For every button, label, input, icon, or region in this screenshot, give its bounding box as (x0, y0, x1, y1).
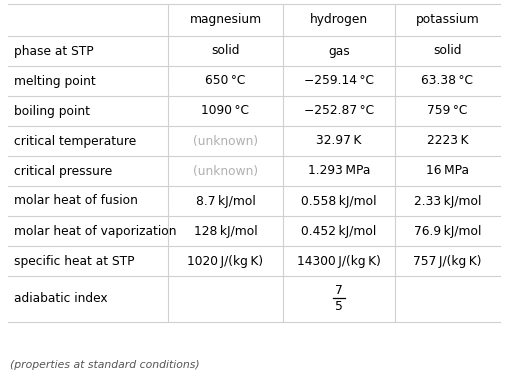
Text: adiabatic index: adiabatic index (14, 292, 108, 306)
Text: solid: solid (432, 45, 461, 57)
Text: (unknown): (unknown) (192, 165, 258, 177)
Text: melting point: melting point (14, 75, 95, 87)
Text: 1090 °C: 1090 °C (201, 105, 249, 117)
Text: 8.7 kJ/mol: 8.7 kJ/mol (195, 195, 255, 207)
Text: specific heat at STP: specific heat at STP (14, 255, 134, 267)
Text: 1.293 MPa: 1.293 MPa (307, 165, 370, 177)
Text: −259.14 °C: −259.14 °C (304, 75, 373, 87)
Text: critical pressure: critical pressure (14, 165, 112, 177)
Text: 14300 J/(kg K): 14300 J/(kg K) (296, 255, 380, 267)
Text: 2223 K: 2223 K (426, 135, 467, 147)
Text: hydrogen: hydrogen (310, 13, 367, 27)
Text: molar heat of fusion: molar heat of fusion (14, 195, 137, 207)
Text: 5: 5 (334, 300, 342, 313)
Text: phase at STP: phase at STP (14, 45, 93, 57)
Text: 757 J/(kg K): 757 J/(kg K) (413, 255, 481, 267)
Text: gas: gas (327, 45, 349, 57)
Text: critical temperature: critical temperature (14, 135, 136, 147)
Text: 759 °C: 759 °C (426, 105, 467, 117)
Text: 76.9 kJ/mol: 76.9 kJ/mol (413, 225, 480, 237)
Text: 650 °C: 650 °C (205, 75, 245, 87)
Text: −252.87 °C: −252.87 °C (304, 105, 373, 117)
Text: 7: 7 (334, 285, 342, 297)
Text: 2.33 kJ/mol: 2.33 kJ/mol (413, 195, 480, 207)
Text: potassium: potassium (415, 13, 478, 27)
Text: 128 kJ/mol: 128 kJ/mol (193, 225, 257, 237)
Text: 0.558 kJ/mol: 0.558 kJ/mol (300, 195, 376, 207)
Text: (properties at standard conditions): (properties at standard conditions) (10, 360, 199, 370)
Text: solid: solid (211, 45, 239, 57)
Text: boiling point: boiling point (14, 105, 90, 117)
Text: (unknown): (unknown) (192, 135, 258, 147)
Text: molar heat of vaporization: molar heat of vaporization (14, 225, 176, 237)
Text: 63.38 °C: 63.38 °C (421, 75, 473, 87)
Text: 32.97 K: 32.97 K (316, 135, 361, 147)
Text: magnesium: magnesium (189, 13, 261, 27)
Text: 0.452 kJ/mol: 0.452 kJ/mol (301, 225, 376, 237)
Text: 16 MPa: 16 MPa (425, 165, 468, 177)
Text: 1020 J/(kg K): 1020 J/(kg K) (187, 255, 263, 267)
